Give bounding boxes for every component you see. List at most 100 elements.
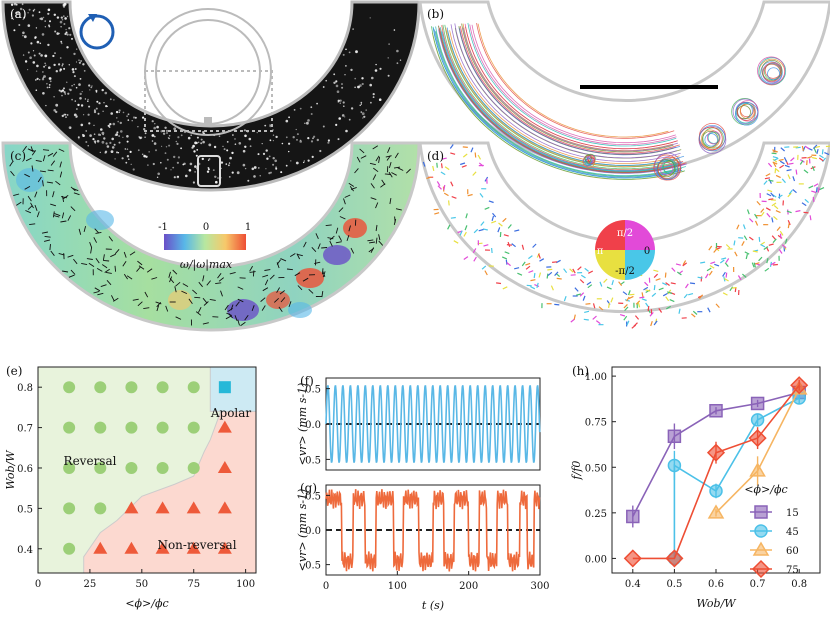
particle — [200, 142, 203, 145]
direction-arrow — [482, 228, 488, 231]
direction-arrow — [754, 220, 759, 226]
direction-arrow — [626, 296, 630, 302]
particle — [226, 141, 229, 143]
direction-arrow — [502, 286, 508, 290]
particle — [350, 68, 353, 72]
particle — [343, 105, 345, 107]
direction-arrow — [533, 272, 536, 279]
velocity-arrow — [260, 297, 266, 302]
velocity-arrow — [220, 290, 223, 297]
direction-arrow — [787, 174, 791, 180]
x-tick-label: 100 — [388, 581, 407, 592]
particle — [144, 132, 147, 135]
direction-arrow — [768, 243, 774, 246]
particle — [194, 165, 197, 168]
velocity-arrow — [335, 241, 342, 244]
direction-arrow — [502, 217, 507, 223]
direction-arrow — [664, 272, 667, 278]
direction-arrow — [463, 231, 467, 237]
velocity-arrow — [279, 290, 285, 295]
velocity-arrow — [123, 251, 127, 258]
direction-arrow — [767, 162, 773, 168]
velocity-arrow — [335, 227, 339, 234]
y-axis-label: Wob/W — [4, 449, 17, 490]
direction-arrow — [688, 293, 694, 296]
direction-arrow — [665, 296, 670, 302]
direction-arrow — [441, 157, 447, 160]
y-tick-label: 0.5 — [17, 504, 33, 515]
direction-arrow — [610, 297, 614, 303]
particle — [259, 175, 261, 177]
particle — [156, 176, 159, 178]
particle — [73, 113, 77, 117]
particle — [48, 84, 51, 86]
particle — [272, 163, 275, 166]
legend-label: 45 — [786, 527, 799, 538]
direction-arrow — [573, 314, 576, 320]
velocity-arrow — [22, 145, 27, 152]
trajectory — [440, 27, 680, 172]
particle — [192, 181, 195, 184]
particle — [116, 131, 119, 134]
direction-arrow — [651, 292, 657, 297]
direction-arrow — [462, 153, 468, 158]
direction-arrow — [775, 174, 781, 179]
velocity-arrow — [34, 191, 38, 198]
direction-arrow — [592, 303, 596, 309]
velocity-arrow — [182, 283, 189, 287]
direction-arrow — [503, 234, 509, 237]
direction-arrow — [465, 213, 468, 219]
direction-arrow — [742, 273, 747, 278]
particle — [63, 91, 66, 94]
particle — [46, 82, 48, 85]
particle — [154, 123, 156, 125]
direction-arrow — [713, 248, 718, 253]
trajectory — [445, 27, 678, 168]
direction-arrow — [622, 291, 628, 296]
particle — [48, 66, 51, 69]
particle — [143, 128, 146, 131]
particle — [32, 50, 35, 52]
direction-arrow — [547, 268, 553, 271]
particle — [40, 54, 43, 57]
particle — [107, 124, 110, 127]
direction-arrow — [744, 251, 750, 255]
direction-arrow — [691, 313, 696, 318]
particle — [10, 3, 14, 6]
particle — [336, 90, 340, 93]
direction-arrow — [655, 278, 661, 281]
particle — [363, 115, 366, 118]
particle — [322, 86, 325, 88]
direction-arrow — [422, 161, 426, 167]
trajectory-loop — [659, 161, 674, 176]
direction-arrow — [807, 156, 813, 159]
velocity-arrow — [86, 258, 93, 260]
particle — [28, 8, 31, 11]
particle — [61, 65, 63, 67]
particle — [13, 2, 17, 6]
particle — [73, 83, 75, 86]
velocity-arrow — [378, 156, 381, 163]
particle — [62, 3, 66, 7]
velocity-arrow — [31, 165, 34, 172]
particle — [97, 112, 100, 115]
velocity-arrow — [294, 272, 301, 277]
particle — [361, 77, 364, 80]
particle — [176, 161, 179, 164]
direction-arrow — [708, 270, 713, 276]
particle — [196, 149, 199, 151]
particle — [170, 169, 172, 171]
particle — [292, 136, 295, 139]
trajectory — [450, 24, 681, 162]
reversal-point — [156, 381, 169, 394]
particle — [36, 40, 40, 44]
particle — [42, 71, 44, 73]
direction-arrow — [819, 187, 825, 191]
particle — [71, 68, 75, 71]
trajectory — [462, 27, 679, 152]
x-tick-label: 0.8 — [791, 579, 807, 590]
velocity-arrow — [229, 271, 236, 275]
particle — [388, 43, 390, 45]
particle — [313, 135, 316, 138]
